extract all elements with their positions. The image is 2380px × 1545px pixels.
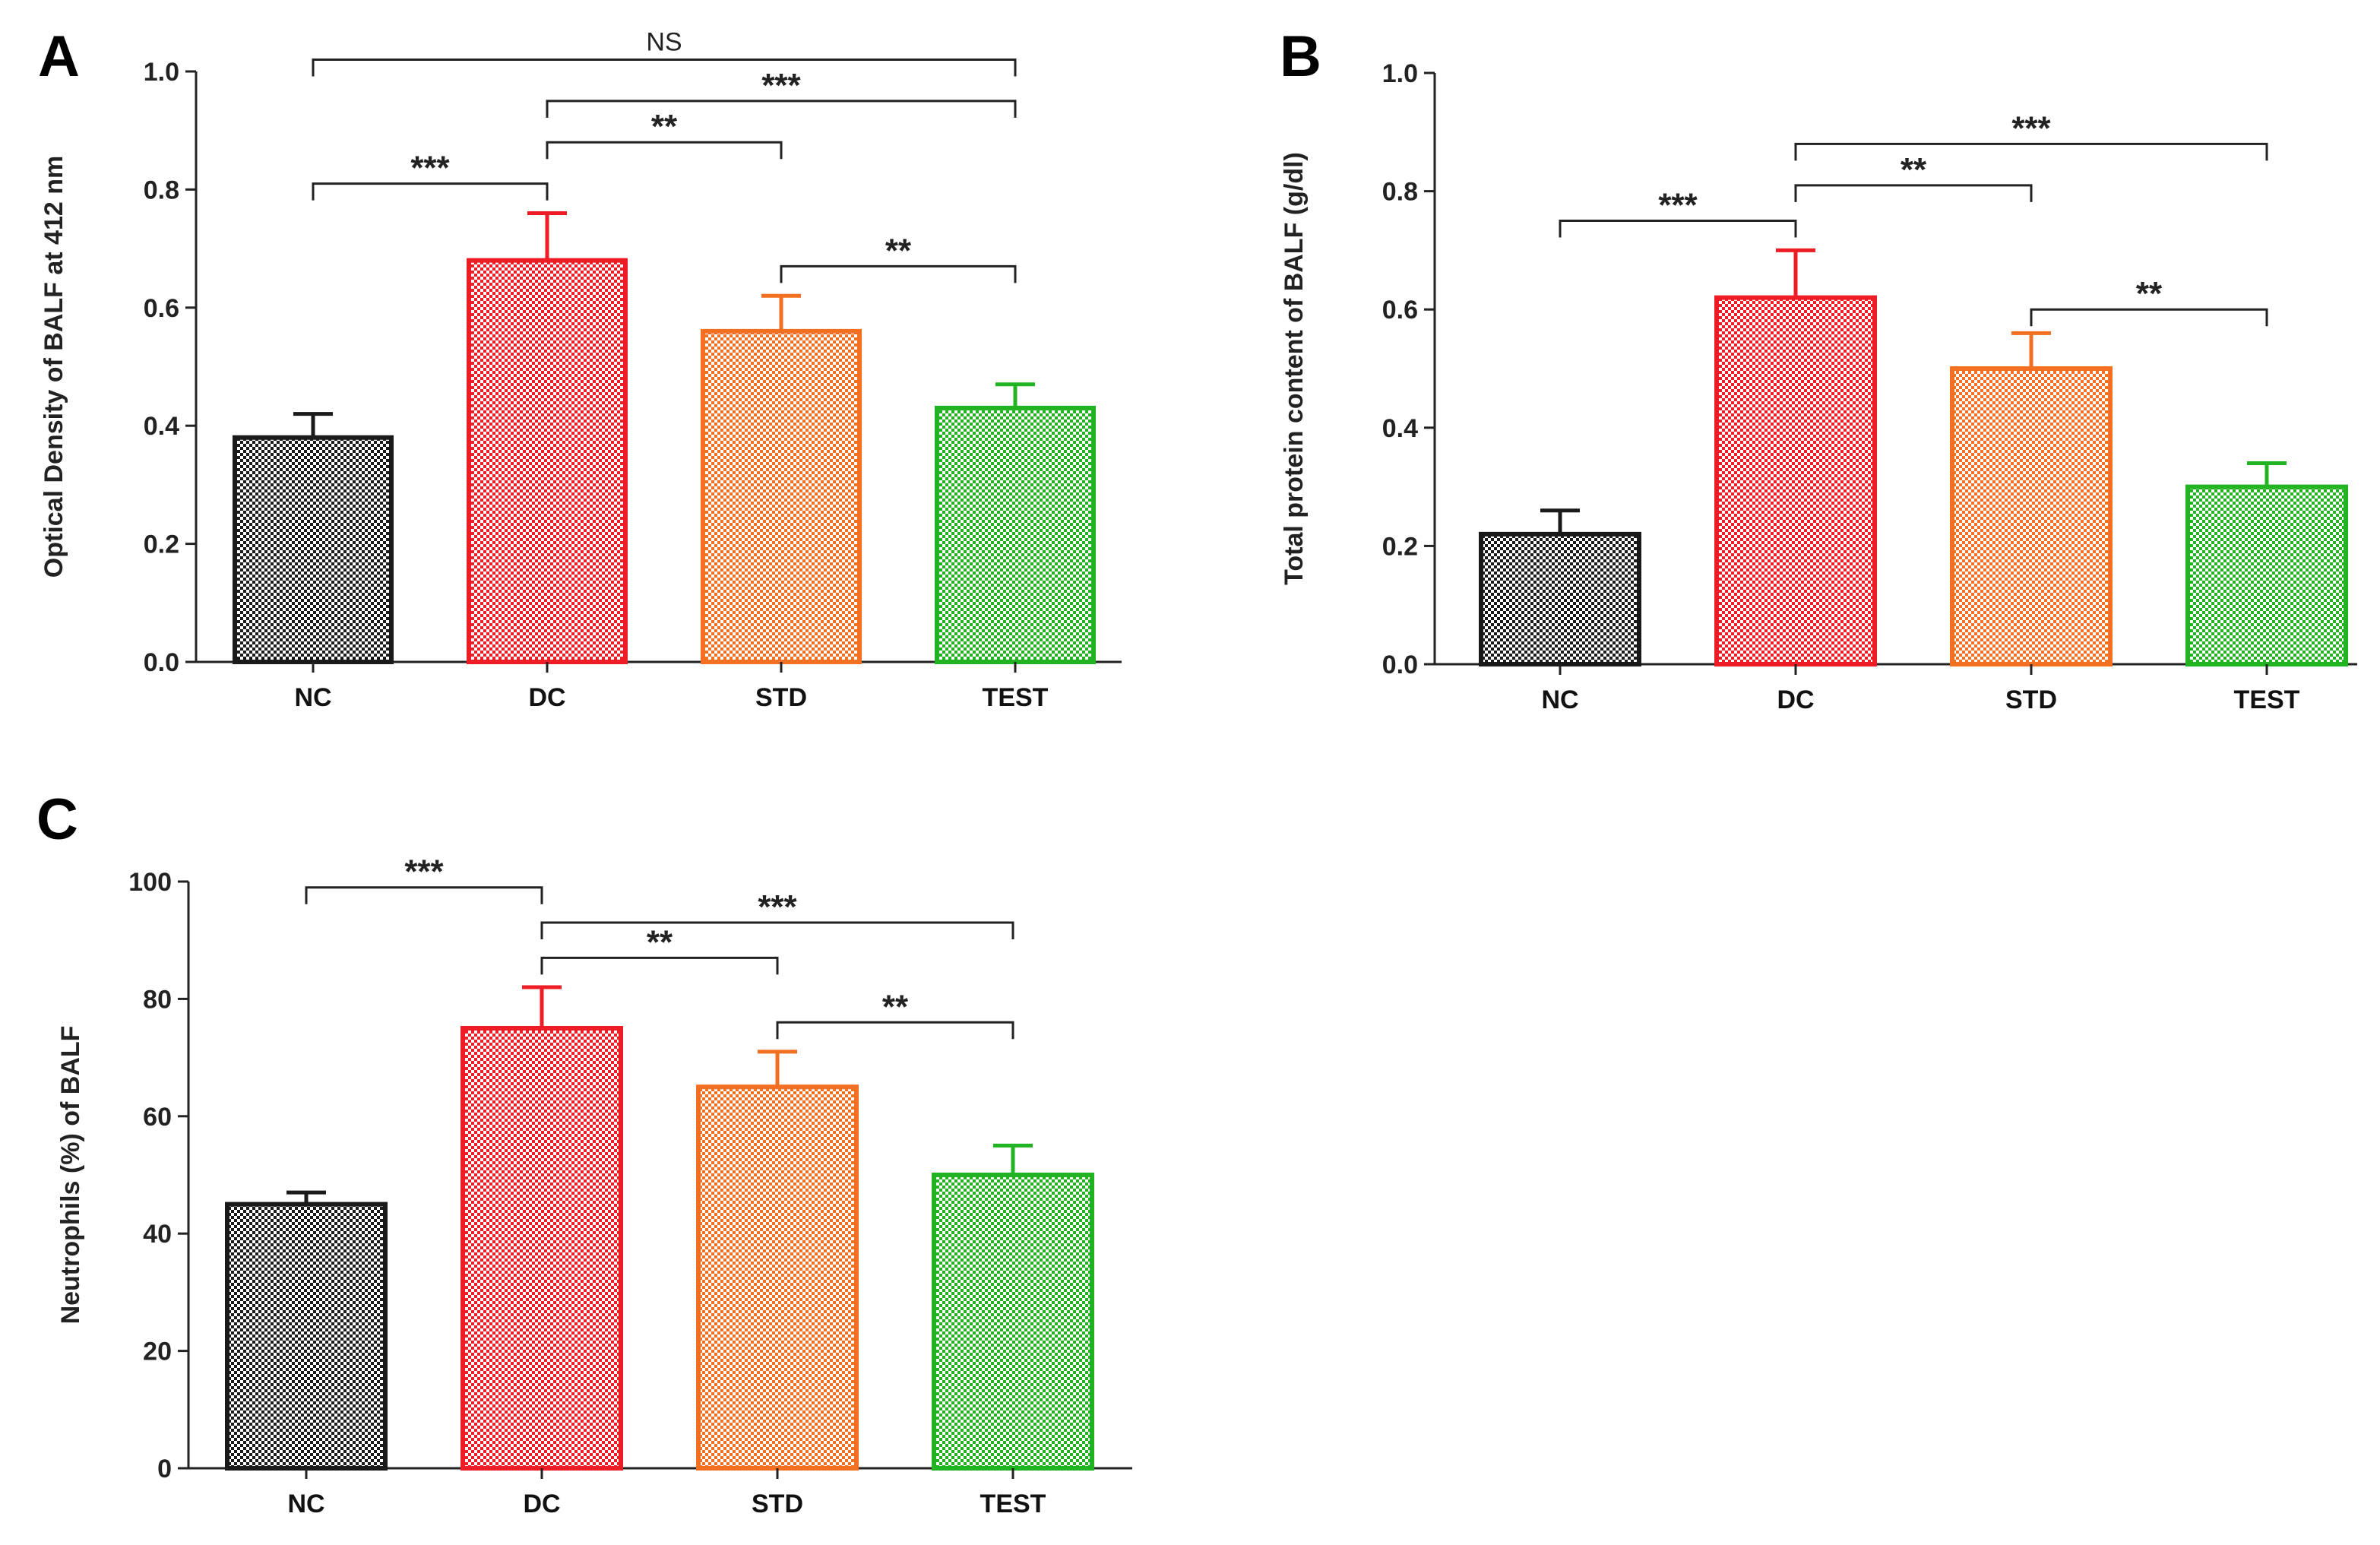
y-axis-title: Total protein content of BALF (g/dl)	[1280, 152, 1309, 585]
x-tick-label: STD	[755, 683, 807, 712]
y-tick-label: 0.2	[144, 530, 179, 559]
bar-test	[934, 1175, 1092, 1468]
x-tick-label: NC	[1541, 685, 1578, 714]
y-tick-label: 0	[157, 1455, 172, 1483]
significance-label: ***	[410, 150, 450, 187]
y-axis-title: Neutrophils (%) of BALF	[56, 1026, 85, 1325]
significance-label: ***	[758, 888, 797, 926]
significance-label: **	[651, 108, 678, 145]
y-tick-label: 0.8	[1382, 178, 1418, 207]
bar-std	[1952, 369, 2110, 664]
x-tick-label: STD	[2005, 685, 2057, 714]
y-tick-label: 0.2	[1382, 532, 1418, 561]
bar-chart-b: B Total protein content of BALF (g/dl) 0.0…	[1190, 0, 2380, 772]
bar-dc	[1717, 298, 1875, 664]
significance-label: ***	[404, 853, 444, 891]
significance-bracket	[313, 59, 1015, 76]
x-tick-label: TEST	[983, 683, 1049, 712]
y-tick-label: 60	[143, 1103, 172, 1132]
bar-test	[2188, 487, 2346, 664]
panel-letter: A	[38, 24, 80, 89]
y-tick-label: 100	[128, 868, 172, 897]
significance-label: **	[885, 232, 912, 269]
significance-label: **	[1901, 151, 1927, 188]
x-tick-label: NC	[287, 1490, 324, 1518]
y-tick-label: 0.4	[1382, 414, 1418, 443]
bar-dc	[463, 1028, 621, 1468]
bar-nc	[227, 1205, 385, 1468]
x-tick-label: STD	[752, 1490, 803, 1518]
y-tick-label: 0.6	[144, 294, 179, 323]
significance-label: ***	[2011, 109, 2051, 147]
x-tick-label: NC	[294, 683, 331, 712]
y-axis-title: Optical Density of BALF at 412 nm	[40, 156, 68, 578]
significance-label: ***	[1658, 187, 1698, 224]
bar-dc	[469, 261, 625, 662]
bar-std	[703, 331, 859, 662]
bar-nc	[1481, 534, 1639, 664]
significance-label: **	[647, 923, 673, 961]
x-tick-label: TEST	[980, 1490, 1046, 1518]
y-tick-label: 0.8	[144, 176, 179, 204]
chart-panel-b: B Total protein content of BALF (g/dl) 0.0…	[1190, 0, 2380, 772]
panel-letter: B	[1280, 24, 1321, 89]
y-tick-label: 0.0	[144, 648, 179, 677]
y-tick-label: 40	[143, 1220, 172, 1249]
y-tick-label: 1.0	[144, 58, 179, 87]
bar-nc	[235, 438, 391, 662]
bar-test	[937, 408, 1093, 662]
x-tick-label: DC	[523, 1490, 560, 1518]
significance-label: **	[2136, 275, 2163, 312]
chart-panel-c: C Neutrophils (%) of BALF 0 20 40 60 80 100 NC DC…	[0, 772, 1190, 1544]
significance-label: **	[882, 988, 909, 1025]
x-tick-label: TEST	[2234, 685, 2300, 714]
y-tick-label: 0.0	[1382, 651, 1418, 679]
bar-chart-c: C Neutrophils (%) of BALF 0 20 40 60 80 100 NC DC…	[0, 772, 1190, 1544]
y-tick-label: 0.6	[1382, 296, 1418, 325]
significance-label: NS	[646, 27, 682, 56]
chart-panel-a: A Optical Density of BALF at 412 nm 0.0 0.2…	[0, 0, 1190, 772]
bar-std	[698, 1087, 856, 1468]
x-tick-label: DC	[1777, 685, 1814, 714]
y-tick-label: 20	[143, 1338, 172, 1366]
y-tick-label: 80	[143, 985, 172, 1014]
y-tick-label: 0.4	[144, 412, 179, 441]
x-tick-label: DC	[528, 683, 565, 712]
y-tick-label: 1.0	[1382, 59, 1418, 88]
significance-label: ***	[761, 67, 801, 104]
panel-letter: C	[36, 787, 78, 852]
bar-chart-a: A Optical Density of BALF at 412 nm 0.0 0.2…	[0, 0, 1190, 772]
